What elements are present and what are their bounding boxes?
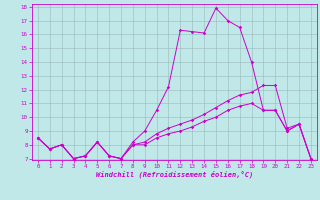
X-axis label: Windchill (Refroidissement éolien,°C): Windchill (Refroidissement éolien,°C) — [96, 171, 253, 178]
